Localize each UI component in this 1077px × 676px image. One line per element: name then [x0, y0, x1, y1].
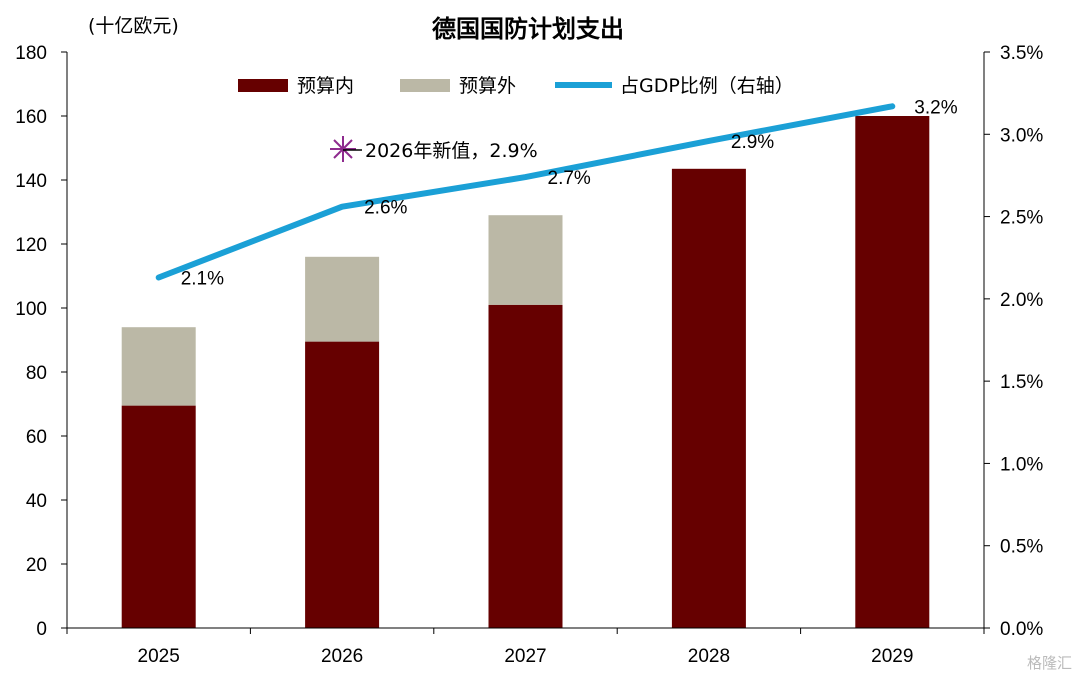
right-tick-label: 1.0%: [1000, 454, 1043, 475]
data-label-gdp-2025: 2.1%: [181, 269, 224, 290]
legend-label-in-budget: 预算内: [297, 75, 354, 97]
left-tick-label: 120: [15, 235, 47, 256]
x-tick-label-2026: 2026: [321, 646, 363, 667]
data-label-gdp-2028: 2.9%: [731, 132, 774, 153]
x-tick-label-2028: 2028: [688, 646, 730, 667]
left-tick-label: 160: [15, 107, 47, 128]
left-tick-label: 60: [26, 427, 47, 448]
watermark: 格隆汇: [1027, 654, 1072, 672]
data-label-gdp-2029: 3.2%: [914, 97, 957, 118]
bar-off-budget-2026: [305, 256, 380, 342]
right-tick-label: 2.0%: [1000, 290, 1043, 311]
data-label-gdp-2027: 2.7%: [548, 168, 591, 189]
annotation-2026-new-value: 2026年新值，2.9%: [330, 136, 538, 162]
data-label-gdp-2026: 2.6%: [364, 198, 407, 219]
right-axis-ticks: 0.0% 0.5% 1.0% 1.5% 2.0% 2.5% 3.0% 3.5%: [984, 43, 1043, 640]
left-tick-label: 0: [36, 619, 47, 640]
legend-label-gdp-share: 占GDP比例（右轴）: [620, 75, 794, 97]
x-axis-ticks: 2025 2026 2027 2028 2029: [66, 628, 985, 667]
left-tick-label: 140: [15, 171, 47, 192]
bar-in-budget-2028: [671, 168, 746, 629]
x-tick-label-2029: 2029: [871, 646, 913, 667]
right-tick-label: 2.5%: [1000, 208, 1043, 229]
x-tick-label-2027: 2027: [504, 646, 546, 667]
right-tick-label: 1.5%: [1000, 372, 1043, 393]
asterisk-marker-icon: [330, 136, 356, 162]
chart-title: 德国国防计划支出: [432, 15, 624, 43]
bars: [121, 116, 930, 629]
left-tick-label: 100: [15, 299, 47, 320]
x-tick-label-2025: 2025: [138, 646, 180, 667]
left-axis-ticks: 0 20 40 60 80 100 120 140 160 180: [15, 43, 67, 640]
gdp-line-layer: 2.1% 2.6% 2.7% 2.9% 3.2%: [155, 97, 958, 290]
bar-in-budget-2025: [121, 405, 196, 628]
bar-in-budget-2029: [855, 116, 930, 628]
right-tick-label: 0.0%: [1000, 619, 1043, 640]
bar-off-budget-2025: [121, 327, 196, 406]
left-tick-label: 20: [26, 555, 47, 576]
gdp-share-line: [155, 103, 896, 281]
left-tick-label: 80: [26, 363, 47, 384]
legend-swatch-off-budget: [400, 79, 450, 92]
legend-label-off-budget: 预算外: [459, 75, 516, 97]
legend-swatch-in-budget: [238, 79, 288, 92]
right-tick-label: 3.0%: [1000, 125, 1043, 146]
right-tick-label: 0.5%: [1000, 537, 1043, 558]
left-axis-unit: (十亿欧元): [88, 15, 179, 37]
annotation-text: 2026年新值，2.9%: [365, 140, 538, 162]
bar-in-budget-2026: [305, 341, 380, 628]
left-tick-label: 40: [26, 491, 47, 512]
right-tick-label: 3.5%: [1000, 43, 1043, 64]
bar-off-budget-2027: [488, 215, 563, 305]
legend: 预算内 预算外 占GDP比例（右轴）: [238, 75, 794, 97]
left-tick-label: 180: [15, 43, 47, 64]
bar-in-budget-2027: [488, 304, 563, 628]
